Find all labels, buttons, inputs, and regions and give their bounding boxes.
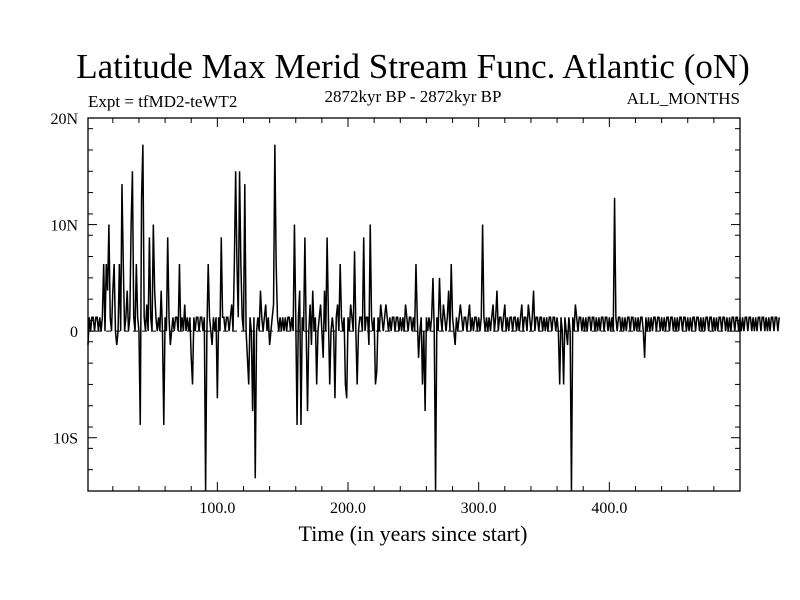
y-tick-label: 10S — [53, 431, 78, 448]
x-axis-label: Time (in years since start) — [299, 521, 528, 546]
x-tick-label: 400.0 — [591, 500, 627, 517]
y-tick-label: 0 — [70, 324, 78, 341]
months-label: ALL_MONTHS — [627, 89, 740, 108]
x-tick-label: 300.0 — [461, 500, 497, 517]
plot-frame — [87, 117, 741, 492]
y-axis: 20N 10N 0 10S — [50, 111, 740, 448]
y-tick-label: 10N — [50, 218, 78, 235]
series-line-0 — [87, 144, 780, 492]
chart-title: Latitude Max Merid Stream Func. Atlantic… — [76, 47, 750, 86]
x-axis: 100.0 200.0 300.0 400.0 — [199, 118, 627, 517]
x-tick-label: 200.0 — [330, 500, 366, 517]
x-tick-label: 100.0 — [199, 500, 235, 517]
period-label: 2872kyr BP - 2872kyr BP — [325, 87, 502, 106]
minor-ticks — [88, 118, 740, 492]
experiment-label: Expt = tfMD2-teWT2 — [88, 92, 237, 111]
y-tick-label: 20N — [50, 111, 78, 128]
plot-area — [87, 117, 780, 492]
